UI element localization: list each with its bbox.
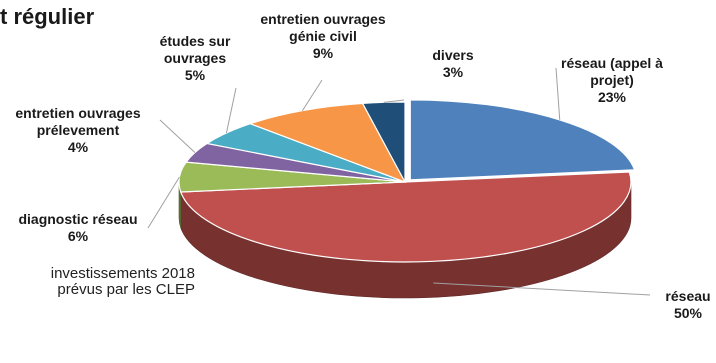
leader-line [225, 87, 237, 134]
leader-line [159, 119, 196, 153]
slice-value-label: 9% [313, 45, 334, 61]
slice-category-label: entretien ouvrages [15, 105, 140, 121]
slice-category-label: prélevement [37, 122, 120, 138]
slice-category-label: réseau [665, 288, 710, 304]
slice-value-label: 23% [598, 89, 627, 105]
slice-category-label: entretien ouvrages [260, 11, 385, 27]
leader-line [555, 67, 561, 120]
slice-value-label: 4% [68, 139, 89, 155]
slice-value-label: 5% [185, 67, 206, 83]
caption-line-2: prévus par les CLEP [57, 281, 195, 298]
slice-category-label: ouvrages [164, 50, 226, 66]
leader-line [147, 176, 180, 229]
slice-category-label: génie civil [289, 28, 357, 44]
slice-category-label: divers [432, 47, 473, 63]
leader-line [383, 99, 405, 103]
slice-value-label: 6% [68, 228, 89, 244]
caption-line-1: investissements 2018 [50, 265, 195, 282]
chart-caption: investissements 2018 prévus par les CLEP [0, 266, 195, 298]
pie-slice [179, 171, 632, 263]
pie-slices [178, 99, 636, 263]
pie-slice [409, 99, 636, 181]
slice-value-label: 3% [443, 64, 464, 80]
leader-line [433, 282, 651, 296]
slice-category-label: diagnostic réseau [18, 211, 137, 227]
pie-slice [248, 102, 407, 184]
slice-category-label: projet) [590, 72, 634, 88]
slice-category-label: réseau (appel à [561, 55, 663, 71]
leader-line [301, 79, 323, 111]
chart-title-fragment: t régulier [0, 4, 95, 29]
slice-value-label: 50% [674, 305, 703, 321]
slice-category-label: études sur [160, 33, 231, 49]
